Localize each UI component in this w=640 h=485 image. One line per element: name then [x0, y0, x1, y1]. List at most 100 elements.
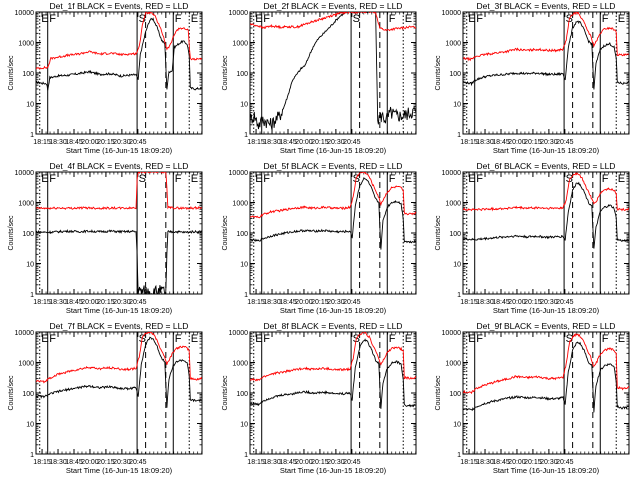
y-axis-label: Counts/sec [435, 375, 442, 411]
y-tick-label: 10 [26, 422, 34, 429]
x-axis-label: Start Time (16-Jun-15 18:09:20) [493, 466, 600, 475]
event-marker-label: F [602, 333, 609, 345]
x-tick-label: 20:00 [295, 459, 313, 466]
y-tick-label: 1 [30, 452, 34, 459]
y-tick-label: 1 [457, 292, 461, 299]
x-axis-label: Start Time (16-Jun-15 18:09:20) [280, 306, 387, 315]
x-axis-label: Start Time (16-Jun-15 18:09:20) [280, 466, 387, 475]
event-marker-label: S [353, 13, 360, 25]
x-tick-label: 18:15 [460, 299, 478, 306]
x-tick-label: 20:30 [327, 299, 345, 306]
y-tick-label: 10000 [15, 330, 35, 337]
events-series-line [463, 20, 629, 90]
x-tick-label: 18:30 [476, 139, 494, 146]
panel-title: Det_2f BLACK = Events, RED = LLD [264, 1, 403, 11]
x-tick-label: 18:30 [49, 299, 67, 306]
event-marker-label: E [468, 173, 475, 185]
y-tick-label: 1 [30, 132, 34, 139]
x-axis-label: Start Time (16-Jun-15 18:09:20) [280, 146, 387, 155]
y-tick-label: 100 [449, 391, 461, 398]
x-tick-label: 20:45 [556, 459, 574, 466]
event-marker-label: E [41, 333, 48, 345]
event-marker-label: E [405, 173, 412, 185]
x-tick-label: 18:15 [460, 139, 478, 146]
lld-series-line [36, 172, 202, 211]
x-tick-label: 18:15 [460, 459, 478, 466]
lld-series-line [250, 12, 416, 32]
event-marker-label: E [618, 173, 625, 185]
event-marker-label: F [389, 333, 396, 345]
y-tick-label: 100 [22, 391, 34, 398]
event-marker-label: S [566, 173, 573, 185]
y-tick-label: 100 [236, 71, 248, 78]
event-marker-label: F [602, 13, 609, 25]
x-tick-label: 20:00 [81, 139, 99, 146]
panel-title: Det_1f BLACK = Events, RED = LLD [50, 1, 189, 11]
panel-det-8: Det_8f BLACK = Events, RED = LLD 1 10 100 10… [222, 321, 417, 475]
y-tick-label: 100 [449, 71, 461, 78]
y-tick-label: 100 [22, 71, 34, 78]
y-tick-label: 10 [240, 422, 248, 429]
y-tick-label: 10 [26, 102, 34, 109]
event-marker-label: E [405, 13, 412, 25]
x-tick-label: 20:45 [343, 459, 361, 466]
x-tick-label: 18:45 [65, 139, 83, 146]
plot-frame [35, 171, 203, 295]
panel-title: Det_9f BLACK = Events, RED = LLD [477, 321, 616, 331]
x-axis-label: Start Time (16-Jun-15 18:09:20) [493, 146, 600, 155]
y-tick-label: 10000 [442, 330, 462, 337]
y-axis-label: Counts/sec [222, 55, 229, 91]
x-tick-label: 20:45 [556, 139, 574, 146]
x-tick-label: 18:45 [279, 459, 297, 466]
lld-series-line [463, 172, 629, 212]
events-series-line [463, 181, 629, 249]
panel-title: Det_6f BLACK = Events, RED = LLD [477, 161, 616, 171]
x-tick-label: 18:45 [279, 299, 297, 306]
plot-frame [35, 331, 203, 455]
x-tick-label: 20:15 [524, 459, 542, 466]
event-marker-label: F [476, 13, 483, 25]
x-tick-label: 18:15 [247, 299, 265, 306]
y-tick-label: 1 [244, 132, 248, 139]
lld-series-line [250, 332, 416, 382]
y-tick-label: 10 [453, 422, 461, 429]
panel-det-3: Det_3f BLACK = Events, RED = LLD 1 10 100 10… [435, 1, 630, 155]
x-tick-label: 20:15 [524, 139, 542, 146]
lld-series-line [36, 12, 202, 70]
x-tick-label: 18:30 [49, 139, 67, 146]
y-axis-label: Counts/sec [222, 215, 229, 251]
x-tick-label: 20:00 [81, 459, 99, 466]
y-tick-label: 10 [26, 262, 34, 269]
lld-series-line [250, 172, 416, 219]
y-tick-label: 10 [240, 262, 248, 269]
event-marker-label: E [255, 173, 262, 185]
y-tick-label: 100 [449, 231, 461, 238]
panel-title: Det_3f BLACK = Events, RED = LLD [477, 1, 616, 11]
x-axis-label: Start Time (16-Jun-15 18:09:20) [66, 146, 173, 155]
x-tick-label: 20:15 [311, 459, 329, 466]
y-tick-label: 1 [457, 132, 461, 139]
panel-det-7: Det_7f BLACK = Events, RED = LLD 1 10 100 10… [8, 321, 203, 475]
x-tick-label: 20:30 [113, 139, 131, 146]
event-marker-label: F [476, 333, 483, 345]
y-tick-label: 1000 [18, 201, 34, 208]
x-tick-label: 18:45 [492, 299, 510, 306]
x-axis-label: Start Time (16-Jun-15 18:09:20) [493, 306, 600, 315]
x-tick-label: 18:45 [65, 299, 83, 306]
x-tick-label: 18:30 [263, 299, 281, 306]
event-marker-label: S [139, 13, 146, 25]
y-tick-label: 100 [236, 231, 248, 238]
x-tick-label: 20:00 [81, 299, 99, 306]
event-marker-label: E [618, 13, 625, 25]
x-tick-label: 18:30 [476, 299, 494, 306]
x-axis-label: Start Time (16-Jun-15 18:09:20) [66, 466, 173, 475]
x-tick-label: 20:15 [311, 299, 329, 306]
y-tick-label: 1000 [18, 361, 34, 368]
x-tick-label: 20:30 [540, 139, 558, 146]
event-marker-label: E [468, 333, 475, 345]
x-tick-label: 18:30 [476, 459, 494, 466]
x-tick-label: 18:45 [492, 139, 510, 146]
y-tick-label: 10000 [15, 170, 35, 177]
events-series-line [250, 176, 416, 250]
